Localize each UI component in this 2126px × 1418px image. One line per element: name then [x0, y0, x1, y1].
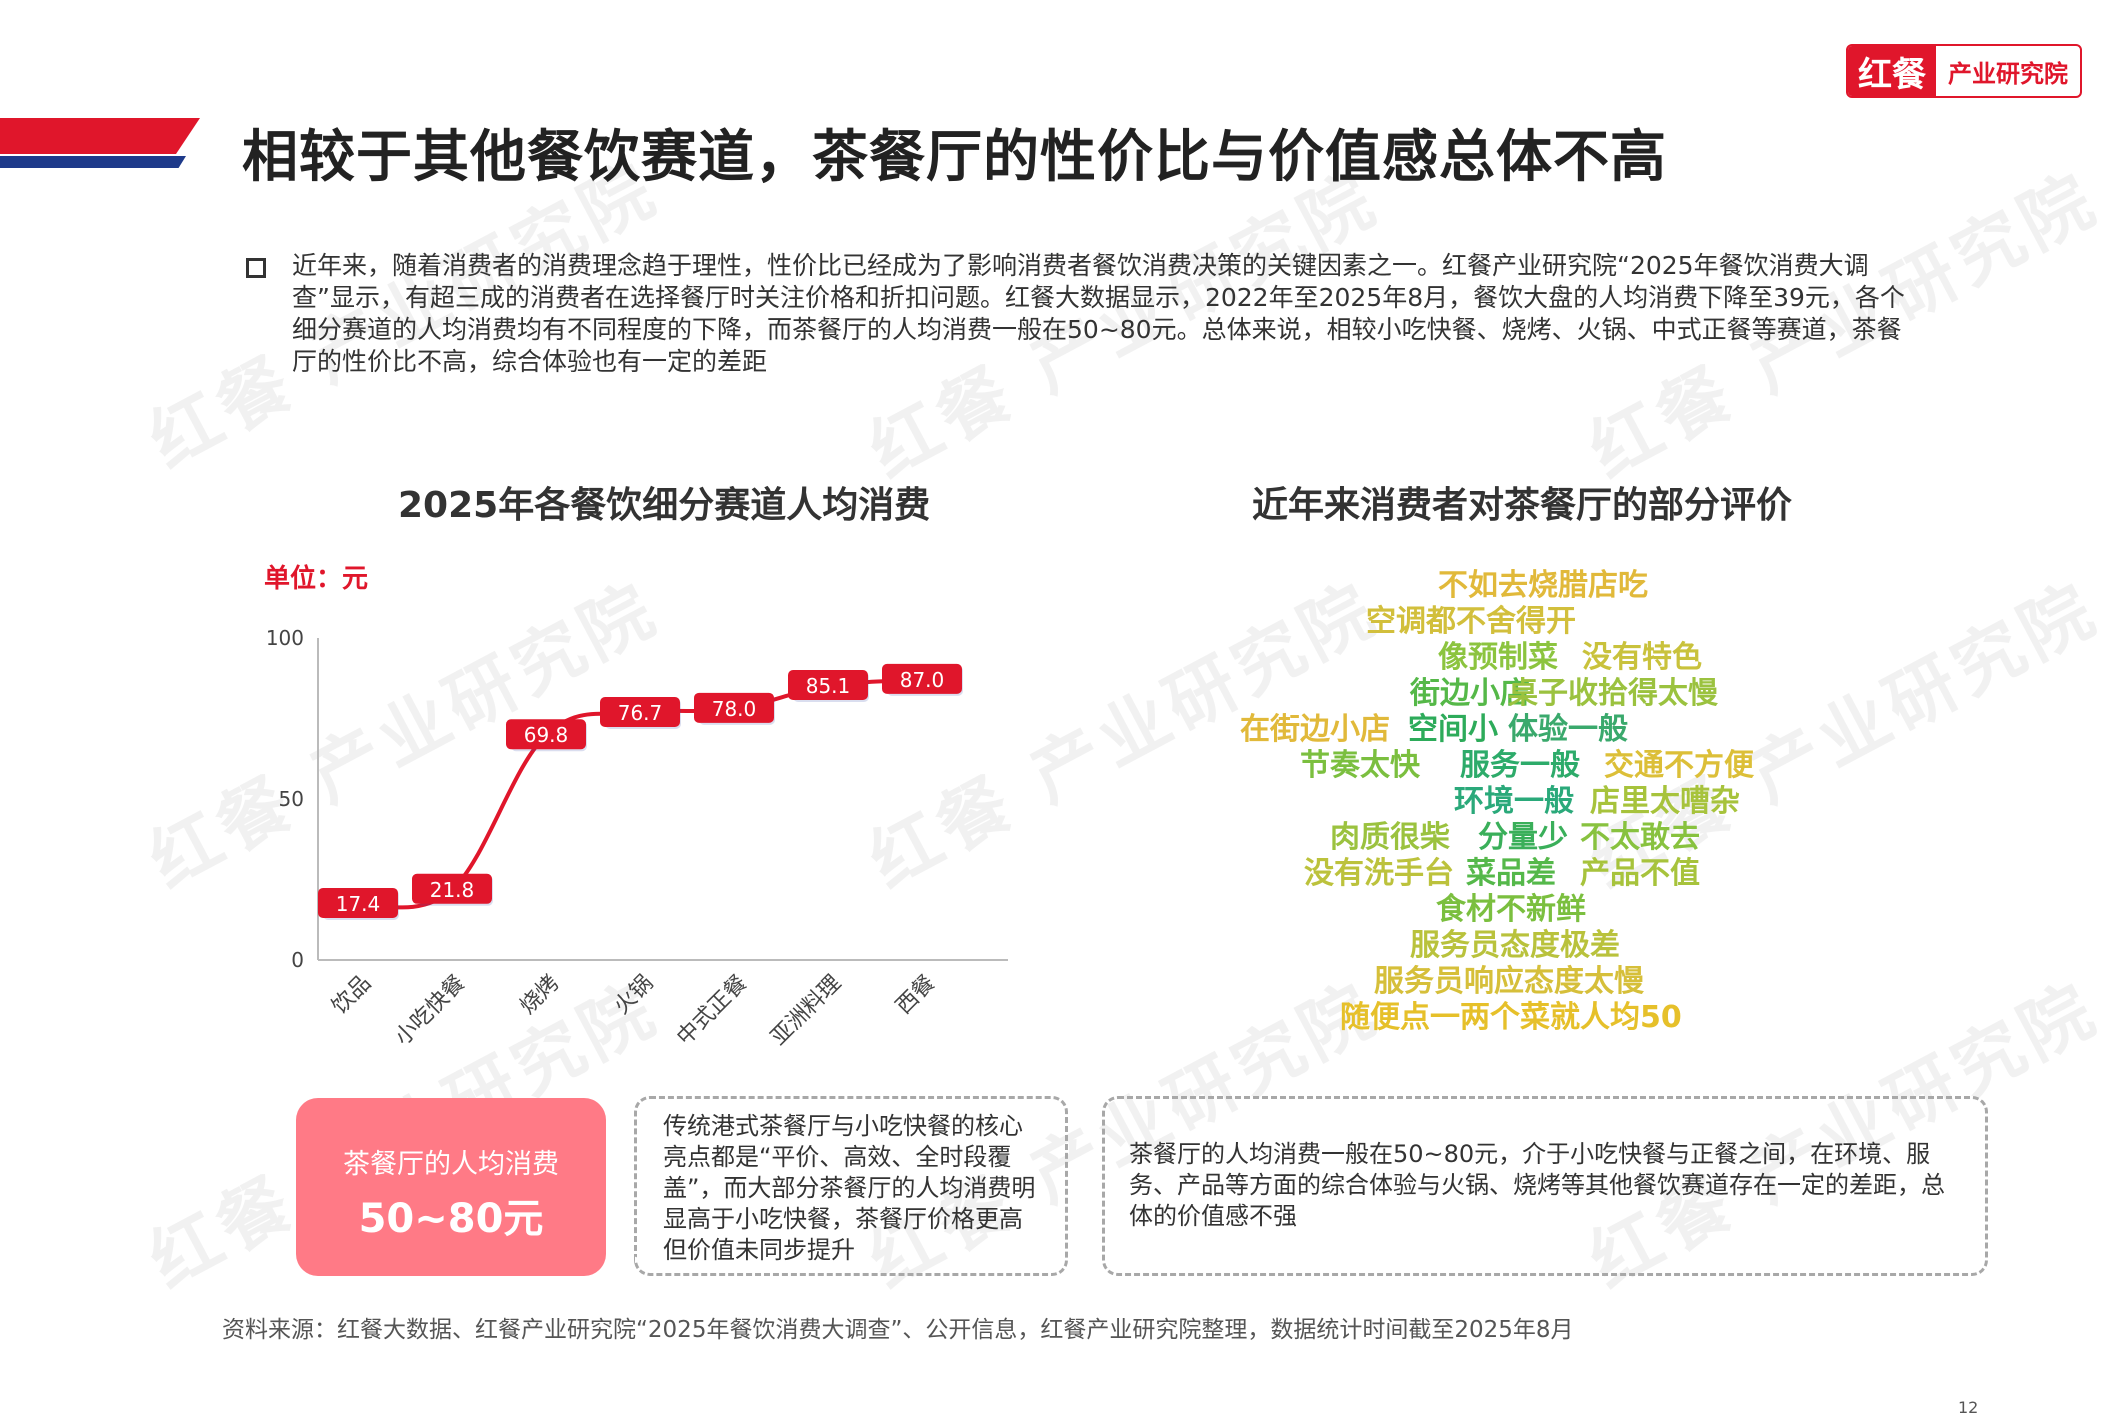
wordcloud-word: 不如去烧腊店吃	[1438, 568, 1648, 603]
brand-logo: 红餐 产业研究院	[1846, 44, 2082, 98]
data-label-bg	[694, 692, 774, 723]
comparison-note-text: 传统港式茶餐厅与小吃快餐的核心亮点都是“平价、高效、全时段覆盖”，而大部分茶餐厅…	[663, 1112, 1036, 1264]
wordcloud-word: 服务员态度极差	[1410, 928, 1620, 963]
wordcloud-word: 像预制菜	[1438, 640, 1558, 675]
x-tick-label: 中式正餐	[672, 971, 752, 1051]
x-tick-label: 西餐	[891, 971, 940, 1020]
data-label-bg	[600, 697, 680, 728]
wordcloud-word: 食材不新鲜	[1436, 892, 1586, 927]
wordcloud-word: 环境一般	[1454, 784, 1574, 819]
intro-paragraph: 近年来，随着消费者的消费理念趋于理性，性价比已经成为了影响消费者餐饮消费决策的关…	[292, 251, 1905, 376]
wordcloud-word: 桌子收拾得太慢	[1508, 676, 1718, 711]
data-label: 85.1	[806, 674, 851, 698]
x-tick-label: 烧烤	[515, 971, 564, 1020]
data-label-bg	[882, 663, 962, 694]
wordcloud-word: 服务一般	[1460, 748, 1580, 783]
source-note: 资料来源：红餐大数据、红餐产业研究院“2025年餐饮消费大调查”、公开信息，红餐…	[222, 1317, 1574, 1343]
wordcloud-word: 肉质很柴	[1330, 820, 1450, 855]
wordcloud-word: 菜品差	[1466, 856, 1556, 891]
logo-text: 产业研究院	[1948, 59, 2068, 88]
data-label: 69.8	[524, 723, 569, 747]
value-note-text: 茶餐厅的人均消费一般在50~80元，介于小吃快餐与正餐之间，在环境、服务、产品等…	[1129, 1140, 1945, 1230]
data-label-bg	[506, 719, 586, 750]
avg-spend-value: 50~80元	[358, 1196, 544, 1242]
header-blue-stripe	[0, 156, 186, 168]
y-tick-label: 0	[291, 948, 304, 972]
line-chart: 0 50 100 17.4 21.8 69.8 76.7 78.0 85.1 87.0 饮品 小吃快餐…	[266, 626, 1008, 1051]
x-tick-label: 亚洲料理	[766, 971, 846, 1051]
logo-mark: 红餐	[1848, 46, 1936, 96]
word-cloud: 不如去烧腊店吃 空调都不舍得开 像预制菜 没有特色街边小店 桌子收拾得太慢在街边小店 空间…	[1240, 560, 1800, 1040]
x-tick-label: 饮品	[327, 971, 376, 1020]
value-note-box: 茶餐厅的人均消费一般在50~80元，介于小吃快餐与正餐之间，在环境、服务、产品等…	[1102, 1096, 1988, 1276]
data-label-bg	[412, 873, 492, 904]
avg-spend-card: 茶餐厅的人均消费 50~80元	[296, 1098, 606, 1276]
data-label: 87.0	[900, 668, 945, 692]
wordcloud-word: 空间小	[1408, 712, 1498, 747]
wordcloud-title: 近年来消费者对茶餐厅的部分评价	[1252, 485, 1793, 526]
avg-spend-label: 茶餐厅的人均消费	[343, 1149, 559, 1180]
wordcloud-word: 空调都不舍得开	[1366, 604, 1576, 639]
wordcloud-word: 没有洗手台	[1304, 856, 1454, 891]
data-label: 76.7	[618, 701, 663, 725]
data-label: 17.4	[336, 892, 381, 916]
wordcloud-word: 服务员响应态度太慢	[1374, 964, 1644, 999]
wordcloud-word: 没有特色	[1582, 640, 1702, 675]
data-label: 78.0	[712, 697, 757, 721]
wordcloud-word: 在街边小店	[1240, 712, 1390, 747]
wordcloud-word: 店里太嘈杂	[1590, 784, 1740, 819]
comparison-note-box: 传统港式茶餐厅与小吃快餐的核心亮点都是“平价、高效、全时段覆盖”，而大部分茶餐厅…	[634, 1096, 1068, 1276]
wordcloud-word: 街边小店	[1410, 676, 1530, 711]
wordcloud-word: 体验一般	[1508, 712, 1628, 747]
data-label-bg	[788, 669, 868, 700]
wordcloud-word: 分量少	[1478, 820, 1568, 855]
page-number: 12	[1958, 1398, 1979, 1417]
y-tick-label: 50	[279, 787, 304, 811]
wordcloud-word: 节奏太快	[1300, 748, 1420, 783]
y-tick-label: 100	[266, 626, 304, 650]
x-tick-label: 火锅	[609, 971, 658, 1020]
data-label-bg	[318, 887, 398, 918]
x-tick-label: 小吃快餐	[390, 971, 470, 1051]
wordcloud-word: 不太敢去	[1580, 820, 1700, 855]
chart-unit: 单位：元	[264, 564, 369, 594]
page-title: 相较于其他餐饮赛道，茶餐厅的性价比与价值感总体不高	[242, 125, 1667, 190]
header-red-stripe	[0, 118, 200, 154]
wordcloud-word: 交通不方便	[1604, 748, 1754, 783]
bullet-square-icon	[246, 258, 266, 278]
wordcloud-word: 产品不值	[1580, 856, 1700, 891]
data-label: 21.8	[430, 878, 475, 902]
wordcloud-word: 随便点一两个菜就人均50	[1340, 1000, 1682, 1035]
chart-title: 2025年各餐饮细分赛道人均消费	[398, 485, 931, 526]
